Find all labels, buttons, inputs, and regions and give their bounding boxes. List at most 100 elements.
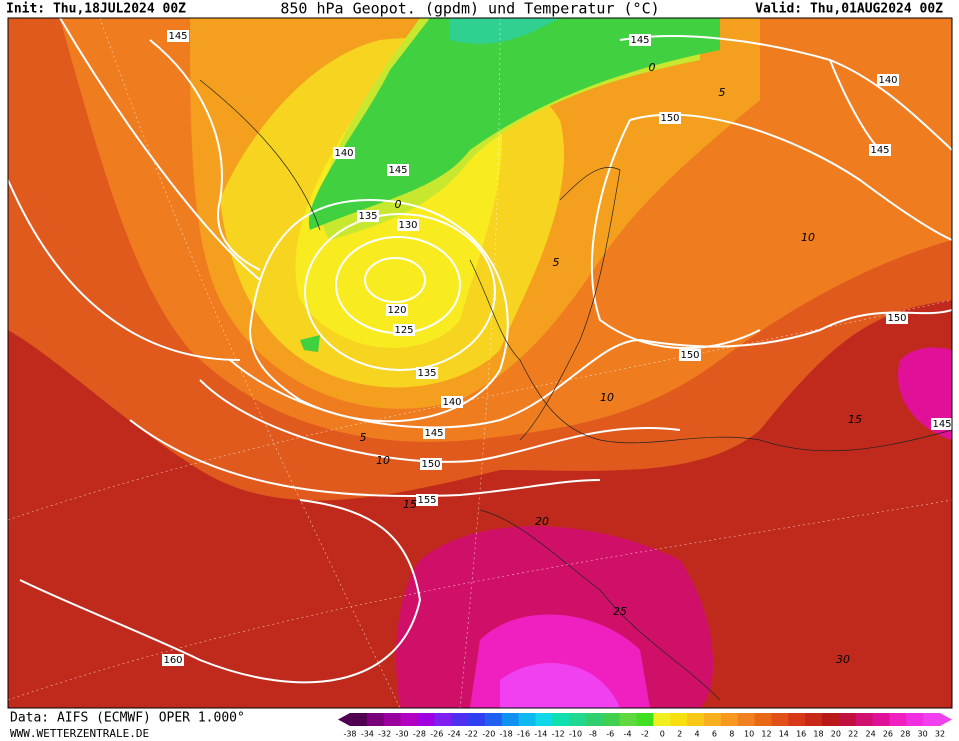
geopotential-label: 140 bbox=[334, 148, 353, 159]
color-bar-label: 24 bbox=[865, 730, 875, 739]
color-swatch bbox=[754, 713, 772, 726]
color-bar-label: -2 bbox=[641, 730, 649, 739]
color-bar-label: -24 bbox=[448, 730, 461, 739]
color-swatch bbox=[855, 713, 874, 726]
temperature-label: 30 bbox=[836, 653, 850, 666]
geopotential-label: 145 bbox=[932, 419, 951, 430]
color-swatch bbox=[687, 713, 705, 726]
geopotential-label: 120 bbox=[387, 305, 406, 316]
label-box bbox=[441, 396, 463, 408]
color-bar-label: -34 bbox=[361, 730, 374, 739]
label-box bbox=[162, 654, 184, 666]
temperature-label: 5 bbox=[360, 431, 367, 444]
geopotential-label: 135 bbox=[358, 211, 377, 222]
color-bar-label: -30 bbox=[396, 730, 409, 739]
color-swatch bbox=[636, 713, 654, 726]
color-bar-label: 6 bbox=[712, 730, 717, 739]
label-box bbox=[886, 312, 908, 324]
color-bar-label: -38 bbox=[343, 730, 356, 739]
color-swatch bbox=[468, 713, 486, 726]
color-swatch bbox=[704, 713, 722, 726]
color-swatch bbox=[670, 713, 688, 726]
color-swatch bbox=[417, 713, 435, 726]
color-swatch bbox=[788, 713, 806, 726]
arrow-right bbox=[940, 713, 952, 726]
color-bar-label: -10 bbox=[569, 730, 582, 739]
color-swatch bbox=[838, 713, 857, 726]
site: WWW.WETTERZENTRALE.DE bbox=[10, 727, 149, 740]
geopotential-label: 145 bbox=[168, 31, 187, 42]
color-swatch bbox=[366, 713, 385, 726]
color-bar-label: -14 bbox=[534, 730, 547, 739]
geopotential-label: 150 bbox=[421, 459, 440, 470]
temperature-label: 10 bbox=[801, 231, 815, 244]
color-bar-label: -12 bbox=[552, 730, 565, 739]
map-title: 850 hPa Geopot. (gpdm) und Temperatur (°… bbox=[280, 0, 659, 18]
label-box bbox=[397, 219, 419, 231]
color-swatch bbox=[569, 713, 587, 726]
temperature-label: 0 bbox=[395, 198, 402, 211]
geopotential-label: 125 bbox=[394, 325, 413, 336]
color-bar: -38 -34 -32 -30 -28 -26 -24 -22 -20 -18 -16 -14 -12-… bbox=[338, 713, 952, 739]
color-bar-label: -20 bbox=[482, 730, 495, 739]
color-swatch bbox=[872, 713, 890, 726]
color-swatch bbox=[619, 713, 638, 726]
temperature-label: 0 bbox=[649, 61, 656, 74]
color-bar-label: -18 bbox=[500, 730, 513, 739]
geopotential-label: 155 bbox=[417, 495, 436, 506]
color-bar-label: 18 bbox=[813, 730, 823, 739]
color-swatch bbox=[602, 713, 621, 726]
color-bar-label: -28 bbox=[413, 730, 426, 739]
color-bar-label: -8 bbox=[589, 730, 597, 739]
color-bar-label: 0 bbox=[660, 730, 665, 739]
color-bar-label: 30 bbox=[918, 730, 928, 739]
color-bar-label: 10 bbox=[744, 730, 754, 739]
label-box bbox=[679, 349, 701, 361]
temperature-label: 10 bbox=[600, 391, 614, 404]
label-box bbox=[423, 427, 445, 439]
color-bar-label: 8 bbox=[729, 730, 734, 739]
color-swatch bbox=[434, 713, 452, 726]
label-box bbox=[629, 34, 651, 46]
label-box bbox=[387, 164, 409, 176]
color-swatch bbox=[484, 713, 503, 726]
label-box bbox=[877, 74, 899, 86]
label-box bbox=[386, 304, 408, 316]
temperature-label: 5 bbox=[553, 256, 560, 269]
data-source: Data: AIFS (ECMWF) OPER 1.000° bbox=[10, 711, 245, 726]
map bbox=[8, 18, 952, 708]
color-bar-label: 28 bbox=[900, 730, 910, 739]
color-swatch bbox=[535, 713, 553, 726]
geopotential-label: 145 bbox=[388, 165, 407, 176]
init-time: Init: Thu,18JUL2024 00Z bbox=[6, 2, 186, 17]
geopotential-label: 160 bbox=[163, 655, 182, 666]
color-bar-label: 20 bbox=[831, 730, 841, 739]
temperature-label: 15 bbox=[403, 498, 417, 511]
temperature-label: 5 bbox=[719, 86, 726, 99]
color-swatch bbox=[586, 713, 604, 726]
label-box bbox=[167, 30, 189, 42]
arrow-left bbox=[338, 713, 350, 726]
color-bar-label: 4 bbox=[695, 730, 700, 739]
color-swatch bbox=[383, 713, 402, 726]
color-swatch bbox=[501, 713, 520, 726]
map-frame bbox=[7, 17, 953, 709]
geopotential-label: 145 bbox=[630, 35, 649, 46]
color-bar-label: 2 bbox=[677, 730, 682, 739]
geopotential-label: 135 bbox=[417, 368, 436, 379]
color-bar-label: 14 bbox=[779, 730, 789, 739]
color-bar-label: 16 bbox=[796, 730, 806, 739]
geopotential-label: 140 bbox=[878, 75, 897, 86]
geopotential-label: 150 bbox=[680, 350, 699, 361]
label-box bbox=[416, 367, 438, 379]
label-box bbox=[869, 144, 891, 156]
geopotential-label: 145 bbox=[870, 145, 889, 156]
temperature-label: 20 bbox=[535, 515, 549, 528]
geopotential-label: 130 bbox=[398, 220, 417, 231]
label-box bbox=[393, 324, 415, 336]
geopotential-labels: 145 1451401501451401451351301201251351401… bbox=[162, 30, 953, 666]
geopotential-label: 150 bbox=[660, 113, 679, 124]
temperature-label: 25 bbox=[613, 605, 627, 618]
color-bar-label: -26 bbox=[430, 730, 443, 739]
